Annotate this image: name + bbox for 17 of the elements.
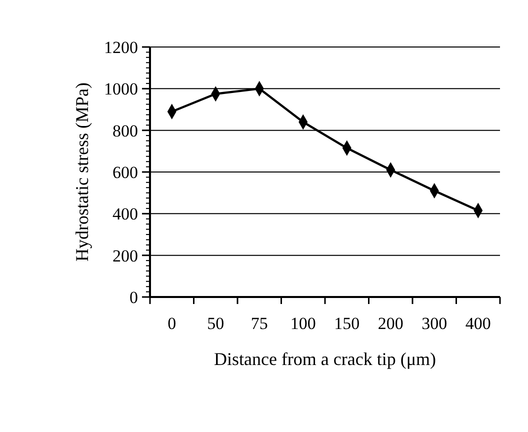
- x-tick-label: 0: [168, 314, 176, 333]
- x-tick-label: 400: [465, 314, 491, 333]
- x-tick-label: 150: [334, 314, 360, 333]
- y-tick-label: 1000: [104, 80, 138, 99]
- x-axis-title: Distance from a crack tip (μm): [214, 349, 436, 369]
- x-tick-label: 50: [207, 314, 224, 333]
- x-tick-label: 200: [378, 314, 404, 333]
- x-tick-label: 300: [422, 314, 448, 333]
- y-axis-title: Hydrostatic stress (MPa): [72, 82, 92, 262]
- y-tick-label: 600: [112, 162, 138, 182]
- y-tick-label: 200: [112, 246, 138, 266]
- x-tick-label: 100: [290, 314, 316, 333]
- y-tick-label: 0: [130, 288, 138, 307]
- y-tick-label: 800: [112, 121, 138, 140]
- y-tick-label: 400: [112, 204, 138, 224]
- x-tick-label: 75: [250, 314, 268, 333]
- y-tick-label: 1200: [104, 38, 138, 57]
